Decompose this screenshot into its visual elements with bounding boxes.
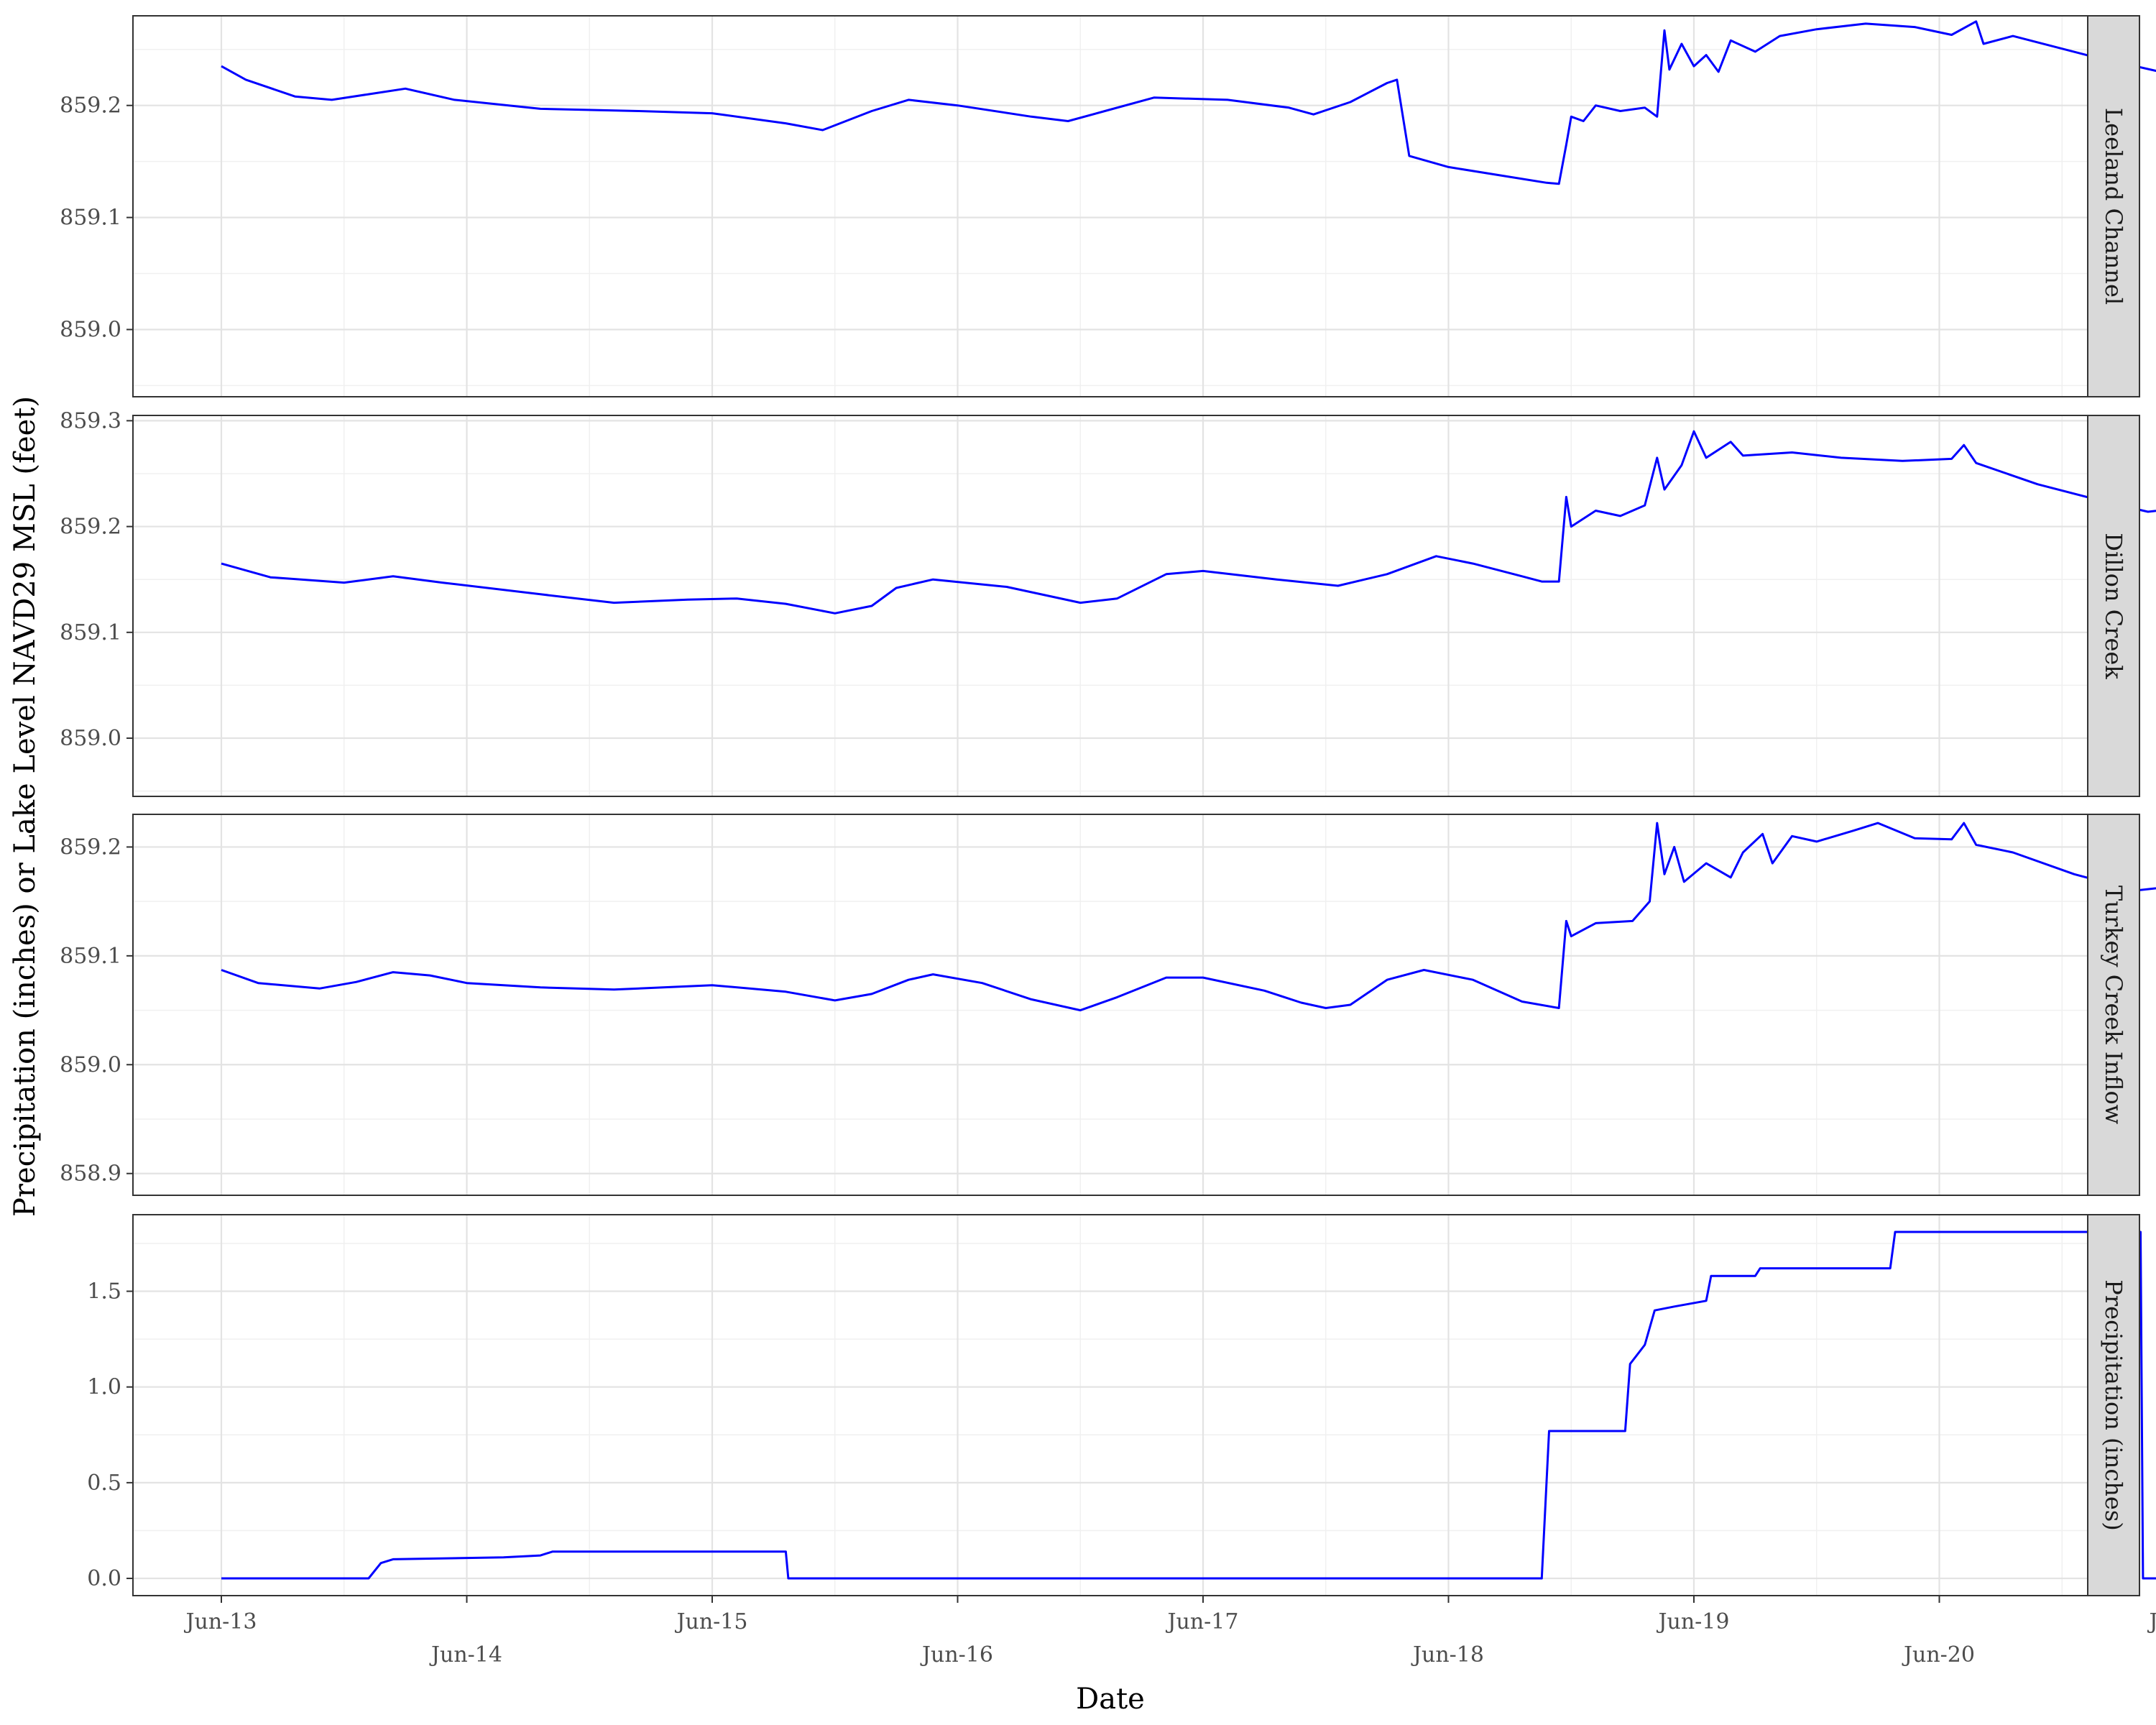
y-tick-label: 859.2 <box>60 93 121 119</box>
facet-strip <box>2087 15 2140 397</box>
facet-strip-label: Dillon Creek <box>2100 533 2127 679</box>
series-line <box>221 822 2156 1012</box>
y-axis-title: Precipitation (inches) or Lake Level NAV… <box>9 396 42 1217</box>
x-tick-label: Jun-16 <box>920 1642 993 1668</box>
x-tick-label: Jun-18 <box>1411 1642 1484 1668</box>
x-tick-label: Jun-15 <box>675 1609 748 1634</box>
x-axis-title: Date <box>1076 1683 1145 1716</box>
y-tick-label: 859.1 <box>60 944 121 969</box>
x-tick-label: Jun-19 <box>1657 1609 1730 1634</box>
series-line <box>221 430 2156 615</box>
panel-background <box>133 814 2088 1195</box>
facet-strip-label: Leeland Channel <box>2100 108 2127 305</box>
x-tick-label: Jun-20 <box>1902 1642 1975 1668</box>
facet-strip <box>2087 814 2140 1196</box>
panel-0: 859.0 859.1 859.2 Leeland Channel <box>60 15 2156 397</box>
y-tick-label: 858.9 <box>60 1162 121 1187</box>
y-tick-label: 859.2 <box>60 515 121 540</box>
series-line <box>221 1230 2156 1580</box>
x-tick-label: Jun-21 <box>2147 1609 2156 1634</box>
y-tick-label: 859.0 <box>60 726 121 751</box>
y-tick-label: 859.1 <box>60 620 121 645</box>
x-tick-label: Jun-17 <box>1166 1609 1239 1634</box>
panel-3: 0.0 0.5 1.0 1.5 Precipitation (inches) <box>87 1214 2156 1596</box>
panels: 859.0 859.1 859.2 Leeland Channel 859.0 859.1… <box>60 15 2156 1596</box>
y-tick-label: 0.0 <box>87 1566 121 1591</box>
panel-background <box>133 1215 2088 1596</box>
panel-2: 858.9 859.0 859.1 859.2 Turkey Creek Inflow <box>60 814 2156 1196</box>
y-tick-label: 859.3 <box>60 408 121 433</box>
y-tick-label: 1.0 <box>87 1375 121 1400</box>
y-tick-label: 859.1 <box>60 206 121 231</box>
y-tick-label: 1.5 <box>87 1279 121 1305</box>
panel-background <box>133 415 2088 796</box>
y-tick-label: 0.5 <box>87 1471 121 1496</box>
facet-strip-label: Precipitation (inches) <box>2100 1279 2127 1530</box>
facet-strip <box>2087 1214 2140 1596</box>
x-tick-label: Jun-14 <box>429 1642 502 1668</box>
y-tick-label: 859.2 <box>60 834 121 860</box>
facet-strip <box>2087 415 2140 797</box>
panel-1: 859.0 859.1 859.2 859.3 Dillon Creek <box>60 408 2156 797</box>
panel-background <box>133 16 2088 397</box>
series-line <box>221 20 2156 185</box>
y-tick-label: 859.0 <box>60 1052 121 1077</box>
x-axis: Jun-13 Jun-14 Jun-15 Jun-16 Jun-17 Jun-18 Jun-… <box>184 1596 2156 1668</box>
y-tick-label: 859.0 <box>60 317 121 342</box>
facet-strip-label: Turkey Creek Inflow <box>2100 886 2127 1124</box>
x-tick-label: Jun-13 <box>184 1609 257 1634</box>
